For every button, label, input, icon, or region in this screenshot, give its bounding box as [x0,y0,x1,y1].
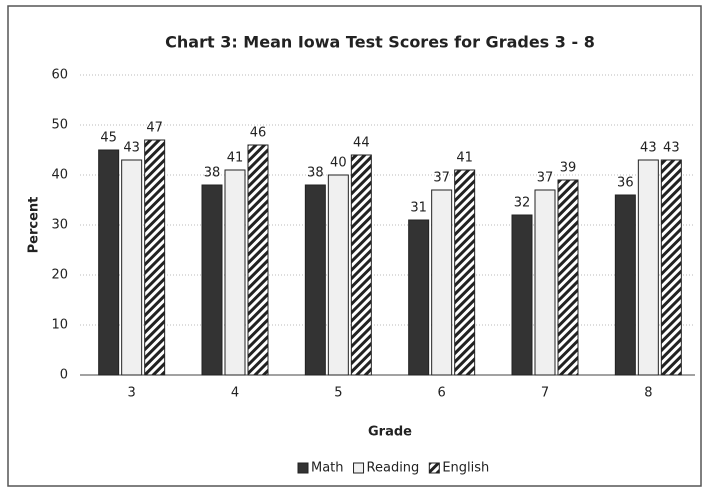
x-tick-label: 3 [128,386,136,401]
data-label: 37 [537,171,554,186]
bar [98,149,120,376]
y-tick-label: 40 [51,168,68,183]
x-tick-label: 5 [334,386,342,401]
bar [327,174,349,376]
bar [511,214,533,376]
data-label: 36 [617,176,634,191]
x-tick-label: 7 [541,386,549,401]
bar [144,139,166,376]
x-tick-label: 4 [231,386,239,401]
bar [121,159,143,376]
data-label: 39 [560,161,577,176]
y-tick-label: 20 [51,268,68,283]
data-label: 38 [307,166,324,181]
data-label: 46 [250,126,267,141]
bar [350,154,372,376]
legend-label: English [442,461,489,476]
data-label: 31 [410,201,427,216]
bar [247,144,269,376]
x-tick-label: 6 [438,386,446,401]
data-label: 43 [663,141,680,156]
x-tick-label: 8 [644,386,652,401]
bar [534,189,556,376]
y-tick-label: 30 [51,218,68,233]
bar [408,219,430,376]
data-label: 40 [330,156,347,171]
bar [224,169,246,376]
data-label: 44 [353,136,370,151]
legend-swatch [428,462,440,474]
y-tick-label: 0 [60,368,68,383]
y-axis-label: Percent [27,197,42,254]
bar [557,179,579,376]
data-label: 32 [514,196,531,211]
bar [454,169,476,376]
legend-swatch [353,462,365,474]
y-tick-label: 60 [51,68,68,83]
x-axis-label: Grade [368,425,412,440]
bar [614,194,636,376]
bar [637,159,659,376]
legend-swatch [297,462,309,474]
bar [201,184,223,376]
legend-label: Math [311,461,344,476]
data-label: 37 [433,171,450,186]
data-label: 38 [204,166,221,181]
chart-border [7,5,702,487]
bar [304,184,326,376]
legend-label: Reading [367,461,420,476]
chart-title: Chart 3: Mean Iowa Test Scores for Grade… [165,33,595,52]
bar [660,159,682,376]
data-label: 41 [227,151,244,166]
data-label: 43 [123,141,140,156]
y-tick-label: 50 [51,118,68,133]
data-label: 47 [146,121,163,136]
bar [431,189,453,376]
y-tick-label: 10 [51,318,68,333]
data-label: 45 [100,131,117,146]
data-label: 43 [640,141,657,156]
data-label: 41 [456,151,473,166]
